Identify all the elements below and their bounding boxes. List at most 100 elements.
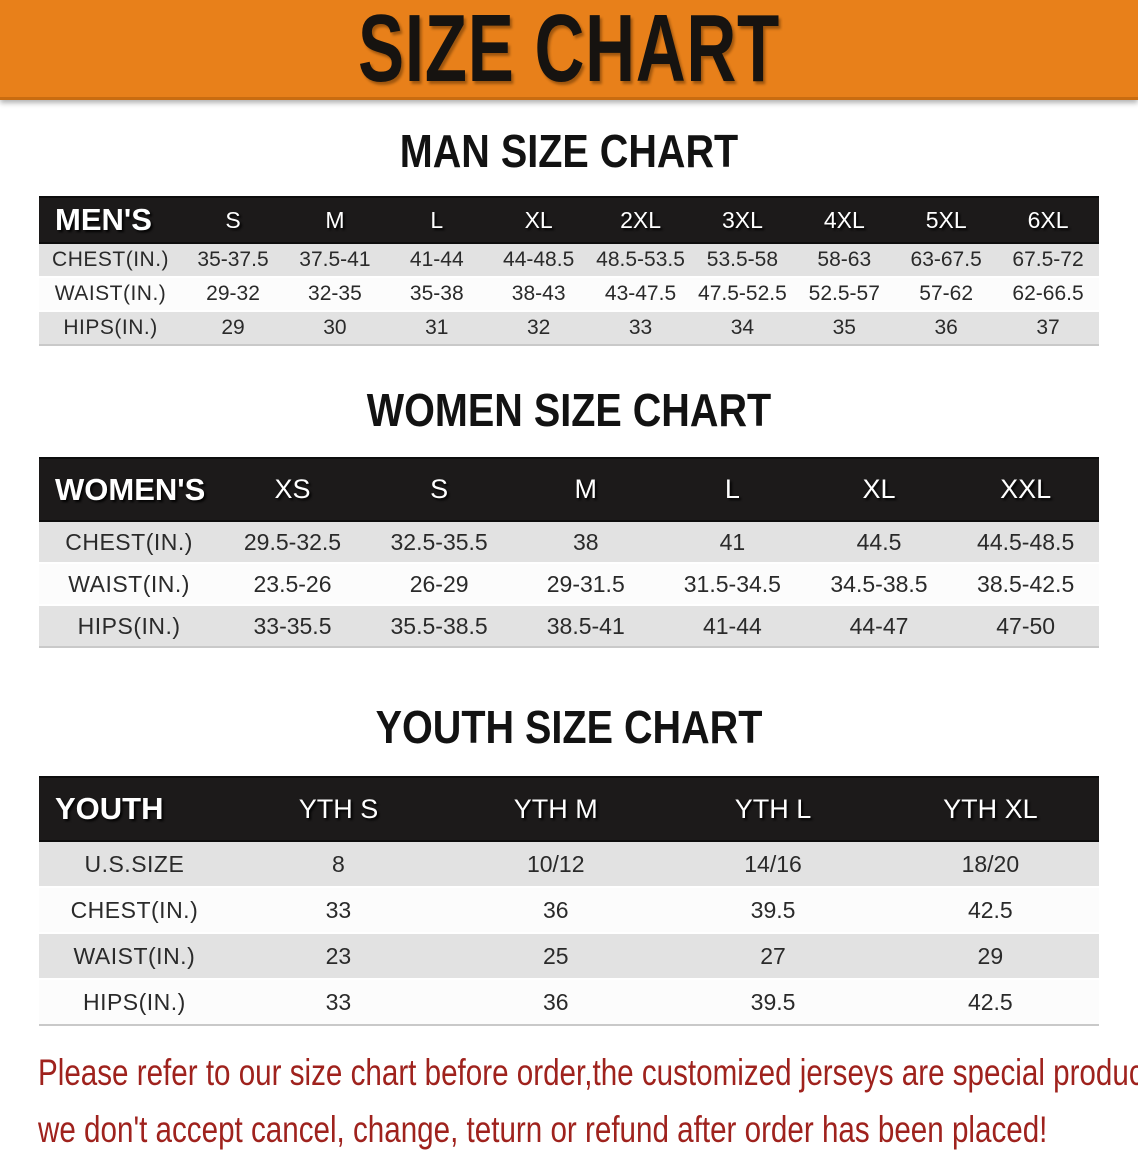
table-header-row: MEN'S S M L XL 2XL 3XL 4XL 5XL 6XL — [39, 196, 1099, 244]
size-value-cell: 37.5-41 — [283, 242, 386, 277]
size-charts-main: MAN SIZE CHART MEN'S S M L XL 2XL 3XL 4XL 5XL 6XL… — [0, 127, 1138, 1026]
size-value-cell: 41 — [659, 520, 806, 563]
women-size-chart-section: WOMEN SIZE CHART WOMEN'S XS S M L XL XXL CHEST(… — [0, 386, 1138, 648]
size-value-cell: 35-37.5 — [182, 242, 284, 277]
size-column-header: XL — [805, 457, 953, 522]
size-value-cell: 36 — [895, 310, 998, 345]
row-label: HIPS(IN.) — [39, 604, 220, 647]
size-value-cell: 31 — [385, 310, 488, 345]
row-label: CHEST(IN.) — [39, 886, 230, 933]
man-size-table: MEN'S S M L XL 2XL 3XL 4XL 5XL 6XL CHEST(IN.) 35-37… — [39, 196, 1099, 346]
size-value-cell: 23 — [229, 932, 448, 979]
size-value-cell: 35.5-38.5 — [365, 604, 513, 647]
youth-size-chart-section: YOUTH SIZE CHART YOUTH YTH S YTH M YTH L YTH… — [0, 703, 1138, 1026]
size-value-cell: 32-35 — [283, 276, 386, 311]
size-value-cell: 44.5 — [805, 520, 953, 563]
size-value-cell: 34 — [691, 310, 794, 345]
row-label: CHEST(IN.) — [39, 242, 183, 277]
size-value-cell: 38.5-42.5 — [952, 562, 1099, 605]
table-row: HIPS(IN.) 33-35.5 35.5-38.5 38.5-41 41-44 44-… — [39, 604, 1099, 647]
size-value-cell: 23.5-26 — [219, 562, 366, 605]
size-value-cell: 53.5-58 — [691, 242, 794, 277]
size-value-cell: 27 — [664, 932, 882, 979]
size-value-cell: 29-31.5 — [512, 562, 660, 605]
size-value-cell: 42.5 — [881, 886, 1099, 933]
size-column-header: M — [283, 196, 386, 244]
size-value-cell: 36 — [447, 886, 665, 933]
size-value-cell: 63-67.5 — [895, 242, 998, 277]
table-row: WAIST(IN.) 23.5-26 26-29 29-31.5 31.5-34.5 34… — [39, 562, 1099, 605]
disclaimer-text-1: Please refer to our size chart before or… — [38, 1052, 1138, 1093]
size-column-header: 5XL — [895, 196, 998, 244]
size-value-cell: 36 — [447, 978, 665, 1025]
disclaimer: Please refer to our size chart before or… — [0, 1048, 1138, 1162]
row-label: WAIST(IN.) — [39, 932, 230, 979]
table-row: HIPS(IN.) 29 30 31 32 33 34 35 36 37 — [39, 310, 1099, 345]
table-row: CHEST(IN.) 33 36 39.5 42.5 — [39, 886, 1099, 933]
man-size-chart-section: MAN SIZE CHART MEN'S S M L XL 2XL 3XL 4XL 5XL 6XL… — [0, 127, 1138, 346]
size-value-cell: 33 — [589, 310, 692, 345]
size-value-cell: 42.5 — [881, 978, 1099, 1025]
man-size-chart-title: MAN SIZE CHART — [399, 125, 739, 177]
size-value-cell: 41-44 — [385, 242, 488, 277]
size-column-header: XL — [487, 196, 590, 244]
table-header-row: WOMEN'S XS S M L XL XXL — [39, 457, 1099, 522]
size-value-cell: 29-32 — [182, 276, 284, 311]
row-label: U.S.SIZE — [39, 840, 230, 887]
size-value-cell: 47-50 — [952, 604, 1099, 647]
size-value-cell: 39.5 — [664, 886, 882, 933]
size-value-cell: 67.5-72 — [997, 242, 1099, 277]
size-column-header: YTH XL — [881, 776, 1099, 842]
size-value-cell: 8 — [229, 840, 448, 887]
table-row: WAIST(IN.) 29-32 32-35 35-38 38-43 43-47.5 47.… — [39, 276, 1099, 311]
size-value-cell: 37 — [997, 310, 1099, 345]
size-value-cell: 44-48.5 — [487, 242, 590, 277]
size-value-cell: 34.5-38.5 — [805, 562, 953, 605]
table-header-label: YOUTH — [39, 776, 230, 842]
table-header-label: WOMEN'S — [39, 457, 220, 522]
size-value-cell: 44.5-48.5 — [952, 520, 1099, 563]
row-label: HIPS(IN.) — [39, 978, 230, 1025]
size-value-cell: 41-44 — [659, 604, 806, 647]
table-header-label: MEN'S — [39, 196, 183, 244]
size-value-cell: 29.5-32.5 — [219, 520, 366, 563]
size-value-cell: 29 — [881, 932, 1099, 979]
size-value-cell: 25 — [447, 932, 665, 979]
size-value-cell: 43-47.5 — [589, 276, 692, 311]
size-value-cell: 32 — [487, 310, 590, 345]
size-value-cell: 26-29 — [365, 562, 513, 605]
row-label: HIPS(IN.) — [39, 310, 183, 345]
table-row: HIPS(IN.) 33 36 39.5 42.5 — [39, 978, 1099, 1025]
size-value-cell: 33-35.5 — [219, 604, 366, 647]
banner-title: SIZE CHART — [358, 0, 780, 102]
table-row: WAIST(IN.) 23 25 27 29 — [39, 932, 1099, 979]
size-column-header: L — [385, 196, 488, 244]
size-value-cell: 47.5-52.5 — [691, 276, 794, 311]
size-column-header: 3XL — [691, 196, 794, 244]
size-value-cell: 35 — [793, 310, 896, 345]
disclaimer-line-1: Please refer to our size chart before or… — [38, 1048, 1138, 1105]
size-value-cell: 31.5-34.5 — [659, 562, 806, 605]
size-value-cell: 52.5-57 — [793, 276, 896, 311]
size-value-cell: 33 — [229, 886, 448, 933]
youth-size-table: YOUTH YTH S YTH M YTH L YTH XL U.S.SIZE 8 10/12… — [39, 776, 1099, 1026]
size-value-cell: 30 — [283, 310, 386, 345]
size-value-cell: 58-63 — [793, 242, 896, 277]
disclaimer-line-2: we don't accept cancel, change, teturn o… — [38, 1105, 1138, 1162]
size-value-cell: 38-43 — [487, 276, 590, 311]
size-value-cell: 62-66.5 — [997, 276, 1099, 311]
row-label: WAIST(IN.) — [39, 562, 220, 605]
table-row: U.S.SIZE 8 10/12 14/16 18/20 — [39, 840, 1099, 887]
row-label: WAIST(IN.) — [39, 276, 183, 311]
youth-size-chart-title: YOUTH SIZE CHART — [375, 701, 763, 753]
size-value-cell: 39.5 — [664, 978, 882, 1025]
size-value-cell: 10/12 — [447, 840, 665, 887]
size-value-cell: 33 — [229, 978, 448, 1025]
size-column-header: XXL — [952, 457, 1099, 522]
size-value-cell: 29 — [182, 310, 284, 345]
size-column-header: 6XL — [997, 196, 1099, 244]
size-value-cell: 35-38 — [385, 276, 488, 311]
size-column-header: YTH M — [447, 776, 665, 842]
size-value-cell: 57-62 — [895, 276, 998, 311]
